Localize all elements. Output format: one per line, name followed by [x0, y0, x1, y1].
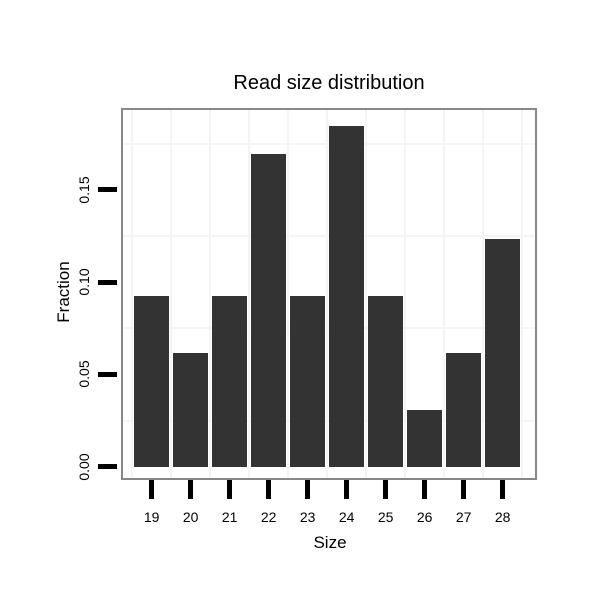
x-tick-label: 27: [455, 509, 472, 525]
x-axis-tick: [461, 480, 467, 499]
x-axis-tick: [266, 480, 272, 499]
bar-size-22: [251, 154, 287, 467]
y-axis-tick: [98, 187, 117, 193]
minor-gridline-vertical: [521, 110, 524, 478]
chart-title: Read size distribution: [233, 72, 425, 94]
bar-size-24: [329, 125, 365, 467]
minor-gridline-vertical: [170, 110, 173, 478]
y-axis-tick: [98, 371, 117, 377]
y-tick-label: 0.05: [76, 360, 92, 389]
minor-gridline-vertical: [482, 110, 485, 478]
x-axis-tick: [227, 480, 233, 499]
minor-gridline-vertical: [326, 110, 329, 478]
x-axis-tick: [305, 480, 311, 499]
x-axis-tick: [149, 480, 155, 499]
x-tick-label: 23: [299, 509, 316, 525]
minor-gridline-vertical: [248, 110, 251, 478]
x-axis-tick: [422, 480, 428, 499]
x-tick-label: 24: [338, 509, 355, 525]
minor-gridline-vertical: [131, 110, 134, 478]
x-tick-label: 26: [416, 509, 433, 525]
x-tick-label: 20: [182, 509, 199, 525]
bar-size-23: [290, 296, 326, 467]
minor-gridline-horizontal: [123, 419, 535, 422]
bar-size-20: [173, 353, 209, 467]
bar-size-19: [134, 296, 170, 467]
minor-gridline-vertical: [287, 110, 290, 478]
x-tick-label: 21: [221, 509, 238, 525]
minor-gridline-vertical: [365, 110, 368, 478]
bar-size-27: [446, 353, 482, 467]
minor-gridline-vertical: [404, 110, 407, 478]
minor-gridline-vertical: [209, 110, 212, 478]
bar-size-21: [212, 296, 248, 467]
minor-gridline-horizontal: [123, 234, 535, 237]
x-axis-tick: [344, 480, 350, 499]
minor-gridline-horizontal: [123, 142, 535, 145]
y-tick-label: 0.10: [76, 268, 92, 296]
y-tick-label: 0.15: [76, 176, 92, 204]
y-tick-label: 0.00: [76, 453, 92, 481]
bar-size-28: [485, 239, 521, 467]
x-axis-label: Size: [313, 533, 347, 552]
x-axis-tick: [383, 480, 389, 499]
x-tick-label: 28: [494, 509, 511, 525]
minor-gridline-horizontal: [123, 327, 535, 330]
x-tick-label: 22: [260, 509, 277, 525]
bar-size-25: [368, 296, 404, 467]
x-axis-tick: [188, 480, 194, 499]
y-axis-tick: [98, 464, 117, 470]
y-axis-label: Fraction: [54, 261, 73, 323]
plot-panel: [121, 108, 537, 480]
minor-gridline-vertical: [443, 110, 446, 478]
x-tick-label: 19: [143, 509, 160, 525]
bar-size-26: [407, 409, 443, 467]
y-axis-tick: [98, 279, 117, 285]
x-axis-tick: [500, 480, 506, 499]
x-tick-label: 25: [377, 509, 394, 525]
